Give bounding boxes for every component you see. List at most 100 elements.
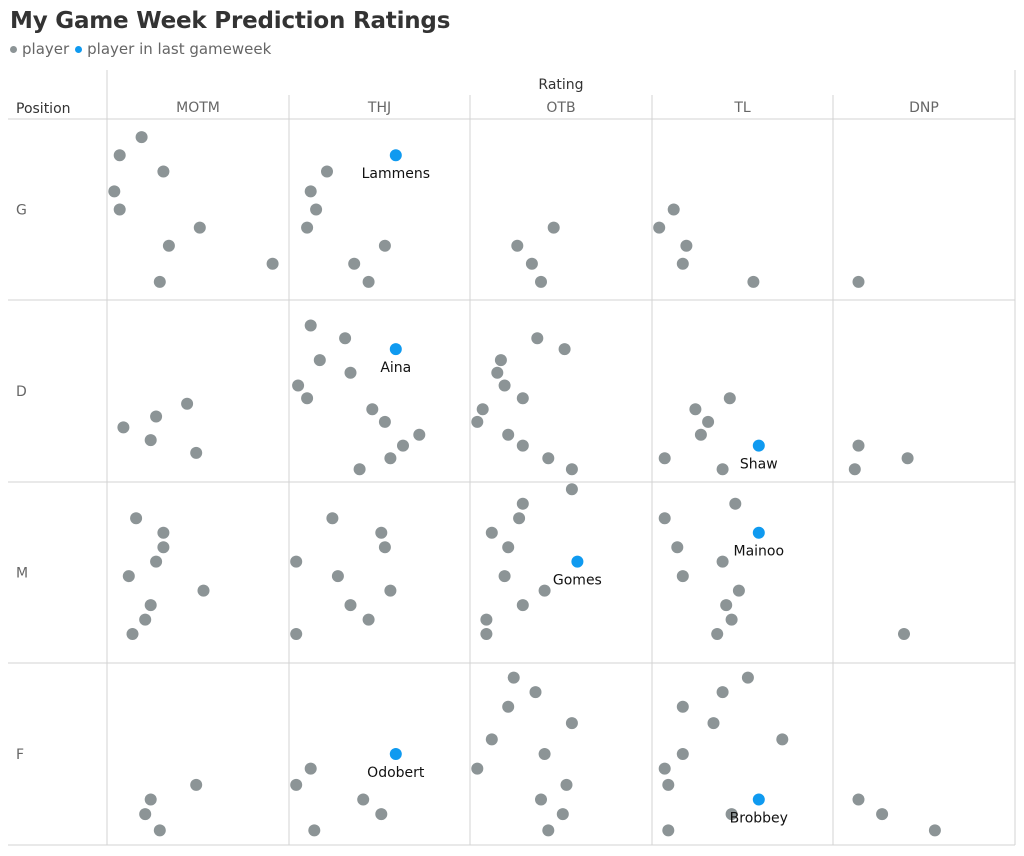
player-point — [413, 428, 426, 441]
highlight-point — [389, 149, 402, 162]
player-point — [556, 808, 569, 821]
player-point — [471, 762, 484, 775]
player-point — [502, 541, 515, 554]
player-point — [680, 239, 693, 252]
player-point — [157, 526, 170, 539]
highlight-point — [752, 526, 765, 539]
player-point — [378, 541, 391, 554]
player-point — [190, 446, 203, 459]
player-point — [852, 275, 865, 288]
highlight-label: Lammens — [362, 166, 430, 182]
player-point — [658, 762, 671, 775]
legend-item-highlight: player in last gameweek — [75, 40, 271, 58]
player-point — [480, 613, 493, 626]
highlight-label: Odobert — [367, 765, 425, 781]
player-point — [375, 808, 388, 821]
player-point — [658, 452, 671, 465]
column-label-tl: TL — [733, 100, 751, 116]
player-point — [353, 463, 366, 476]
player-point — [852, 793, 865, 806]
player-point — [565, 463, 578, 476]
player-point — [304, 762, 317, 775]
player-point — [150, 555, 163, 568]
player-point — [716, 555, 729, 568]
player-point — [725, 613, 738, 626]
player-point — [144, 434, 157, 447]
player-point — [529, 686, 542, 699]
player-point — [547, 221, 560, 234]
player-point — [476, 403, 489, 416]
legend: player player in last gameweek — [10, 40, 271, 58]
player-point — [308, 824, 321, 837]
player-point — [848, 463, 861, 476]
player-point — [711, 628, 724, 640]
player-point — [126, 628, 139, 640]
player-point — [150, 410, 163, 423]
player-point — [313, 354, 326, 367]
player-point — [513, 512, 526, 525]
player-point — [741, 671, 754, 684]
player-point — [485, 733, 498, 746]
highlight-point — [389, 748, 402, 760]
player-point — [525, 257, 538, 270]
player-point — [157, 165, 170, 178]
highlight-point — [752, 793, 765, 806]
player-point — [658, 512, 671, 525]
player-point — [153, 275, 166, 288]
player-point — [144, 599, 157, 612]
player-point — [542, 824, 555, 837]
player-point — [144, 793, 157, 806]
player-point — [776, 733, 789, 746]
player-point — [153, 824, 166, 837]
player-point — [565, 483, 578, 496]
player-point — [535, 275, 547, 288]
player-point — [326, 512, 339, 525]
player-point — [511, 239, 524, 252]
row-header-position: Position — [16, 101, 71, 117]
player-point — [266, 257, 279, 270]
player-point — [516, 439, 529, 452]
player-point — [397, 439, 409, 452]
highlight-point — [571, 555, 584, 568]
column-label-thj: THJ — [367, 100, 391, 116]
player-point — [344, 366, 357, 379]
player-point — [498, 570, 511, 583]
row-label-m: M — [16, 566, 28, 582]
player-point — [139, 613, 152, 626]
player-point — [516, 599, 529, 612]
player-point — [378, 415, 391, 428]
legend-swatch-player — [10, 45, 17, 53]
player-point — [707, 717, 720, 730]
player-point — [716, 686, 729, 699]
player-point — [357, 793, 370, 806]
player-point — [344, 599, 357, 612]
highlight-point — [389, 343, 402, 356]
player-point — [384, 452, 397, 465]
player-point — [290, 628, 303, 640]
player-point — [310, 203, 323, 216]
player-point — [331, 570, 344, 583]
highlight-label: Gomes — [553, 573, 602, 589]
column-label-dnp: DNP — [909, 100, 939, 116]
player-point — [290, 555, 303, 568]
player-point — [471, 415, 484, 428]
player-point — [117, 421, 130, 434]
player-point — [485, 526, 498, 539]
player-point — [676, 570, 689, 583]
player-point — [122, 570, 135, 583]
player-point — [535, 793, 547, 806]
player-point — [720, 599, 733, 612]
player-point — [162, 239, 175, 252]
player-point — [113, 149, 126, 162]
row-label-f: F — [16, 747, 24, 763]
column-label-motm: MOTM — [176, 100, 220, 116]
player-point — [538, 584, 551, 597]
column-header-rating: Rating — [538, 77, 583, 93]
player-point — [676, 700, 689, 713]
player-point — [898, 628, 910, 640]
player-point — [558, 343, 571, 356]
player-point — [516, 497, 529, 510]
player-point — [301, 392, 314, 405]
player-point — [491, 366, 504, 379]
highlight-label: Aina — [380, 360, 411, 376]
